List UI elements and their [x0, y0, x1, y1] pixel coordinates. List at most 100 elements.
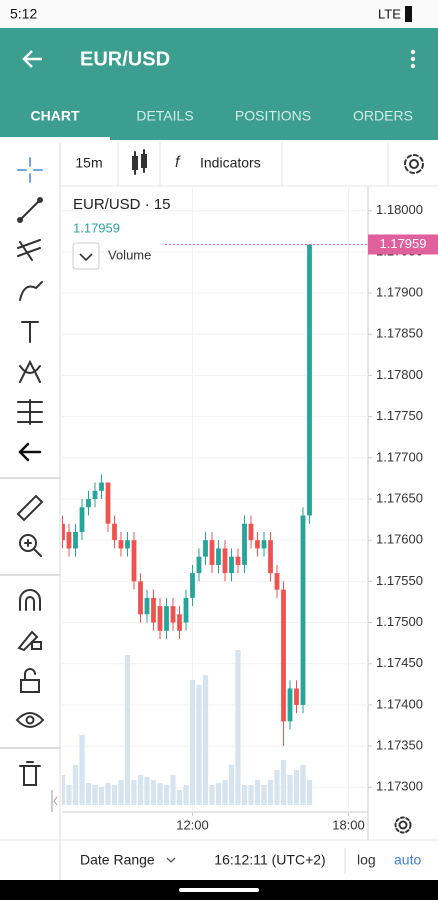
candle-body [62, 523, 65, 541]
candle-body [66, 531, 72, 549]
volume-bar [66, 785, 72, 805]
scroll-handle[interactable] [51, 790, 58, 812]
volume-bar [118, 780, 124, 805]
volume-bar [202, 675, 209, 805]
volume-bar [300, 765, 306, 805]
status-time: 5:12 [10, 6, 37, 22]
candle-body [209, 540, 215, 565]
menu-button[interactable] [410, 49, 416, 69]
tab[interactable]: ORDERS [353, 108, 413, 124]
candle-body [157, 606, 163, 631]
y-tick-label: 1.17900 [376, 285, 423, 300]
drawing-tools [0, 157, 61, 786]
volume-bar [183, 785, 189, 805]
volume-bar [124, 655, 131, 805]
volume-bar [85, 783, 92, 805]
axis-settings-button[interactable] [394, 816, 412, 834]
volume-bar [137, 775, 144, 805]
candle-body [86, 499, 91, 508]
volume-bar [196, 685, 202, 805]
auto-button[interactable]: auto [394, 852, 421, 868]
y-tick-label: 1.17650 [376, 490, 423, 505]
y-tick-label: 1.17700 [376, 449, 423, 464]
volume-bar [144, 777, 150, 805]
status-bar [0, 0, 438, 28]
candle-body [229, 556, 234, 574]
y-tick-label: 1.17850 [376, 326, 423, 341]
volume-toggle[interactable] [72, 242, 100, 270]
date-range-button[interactable]: Date Range [80, 852, 155, 868]
tab[interactable]: DETAILS [136, 108, 193, 124]
y-tick-label: 1.17800 [376, 367, 423, 382]
grid [62, 186, 368, 812]
volume-bar [254, 780, 261, 805]
volume-bar [176, 790, 183, 805]
back-button[interactable] [22, 50, 42, 68]
volume-bar [209, 785, 215, 805]
y-tick-label: 1.17500 [376, 614, 423, 629]
x-tick-label: 12:00 [176, 817, 209, 832]
volume-bar [274, 770, 280, 805]
candle-body [138, 581, 143, 615]
candle-body [261, 540, 267, 549]
candle-body [196, 556, 202, 574]
candle-body [242, 523, 247, 565]
candle-body [164, 606, 169, 631]
volume-bar [287, 775, 293, 805]
volume-bar [62, 775, 66, 805]
app-bar [0, 28, 438, 140]
last-price-label: 1.17959 [380, 236, 427, 251]
battery [405, 6, 412, 22]
volume-bar [111, 785, 118, 805]
y-tick-label: 1.18000 [376, 202, 423, 217]
y-tick-label: 1.17400 [376, 696, 423, 711]
candle-body [274, 573, 280, 590]
volume-bar [79, 735, 85, 805]
y-tick-label: 1.17550 [376, 573, 423, 588]
volume-bar [306, 780, 313, 805]
app-title: EUR/USD [80, 48, 170, 70]
x-tick-label: 18:00 [332, 817, 365, 832]
interval-button[interactable]: 15m [75, 155, 102, 171]
volume-bar [92, 785, 98, 805]
tab[interactable]: POSITIONS [235, 108, 311, 124]
volume-bar [131, 780, 137, 805]
volume-bar [215, 783, 222, 805]
log-button[interactable]: log [357, 852, 376, 868]
candle-body [92, 490, 98, 499]
volume-bar [72, 765, 79, 805]
chevron [166, 857, 176, 863]
volume-legend: Volume [108, 247, 151, 262]
volume-bar [189, 680, 196, 805]
settings-button[interactable] [404, 154, 424, 174]
volume-bar [222, 780, 228, 805]
candle-body [170, 606, 176, 623]
volume-bar [105, 783, 111, 805]
plot-area [62, 244, 313, 805]
candle-body [300, 515, 306, 705]
y-tick-label: 1.17600 [376, 532, 423, 547]
volume-bar [293, 770, 300, 805]
y-tick-label: 1.17300 [376, 779, 423, 794]
indicators-button[interactable]: Indicators [200, 155, 261, 171]
candle-body [183, 597, 189, 623]
chevron [79, 253, 93, 262]
fx-icon: f [175, 154, 181, 171]
candle-body [99, 482, 104, 491]
candle-body [255, 540, 260, 549]
status-network: LTE [378, 6, 401, 21]
candle-body [125, 540, 130, 549]
volume-bar [228, 765, 235, 805]
candle-body [307, 244, 312, 516]
candle-body [105, 482, 111, 524]
volume-bar [170, 775, 176, 805]
volume-bar [261, 785, 267, 805]
volume-bar [157, 783, 163, 805]
last-price-legend: 1.17959 [73, 220, 120, 235]
y-tick-label: 1.17350 [376, 738, 423, 753]
home-indicator[interactable] [179, 888, 259, 892]
candle-body [268, 540, 273, 574]
chart-style-button[interactable] [132, 149, 147, 175]
candle-body [281, 589, 286, 722]
tab[interactable]: CHART [31, 108, 80, 124]
